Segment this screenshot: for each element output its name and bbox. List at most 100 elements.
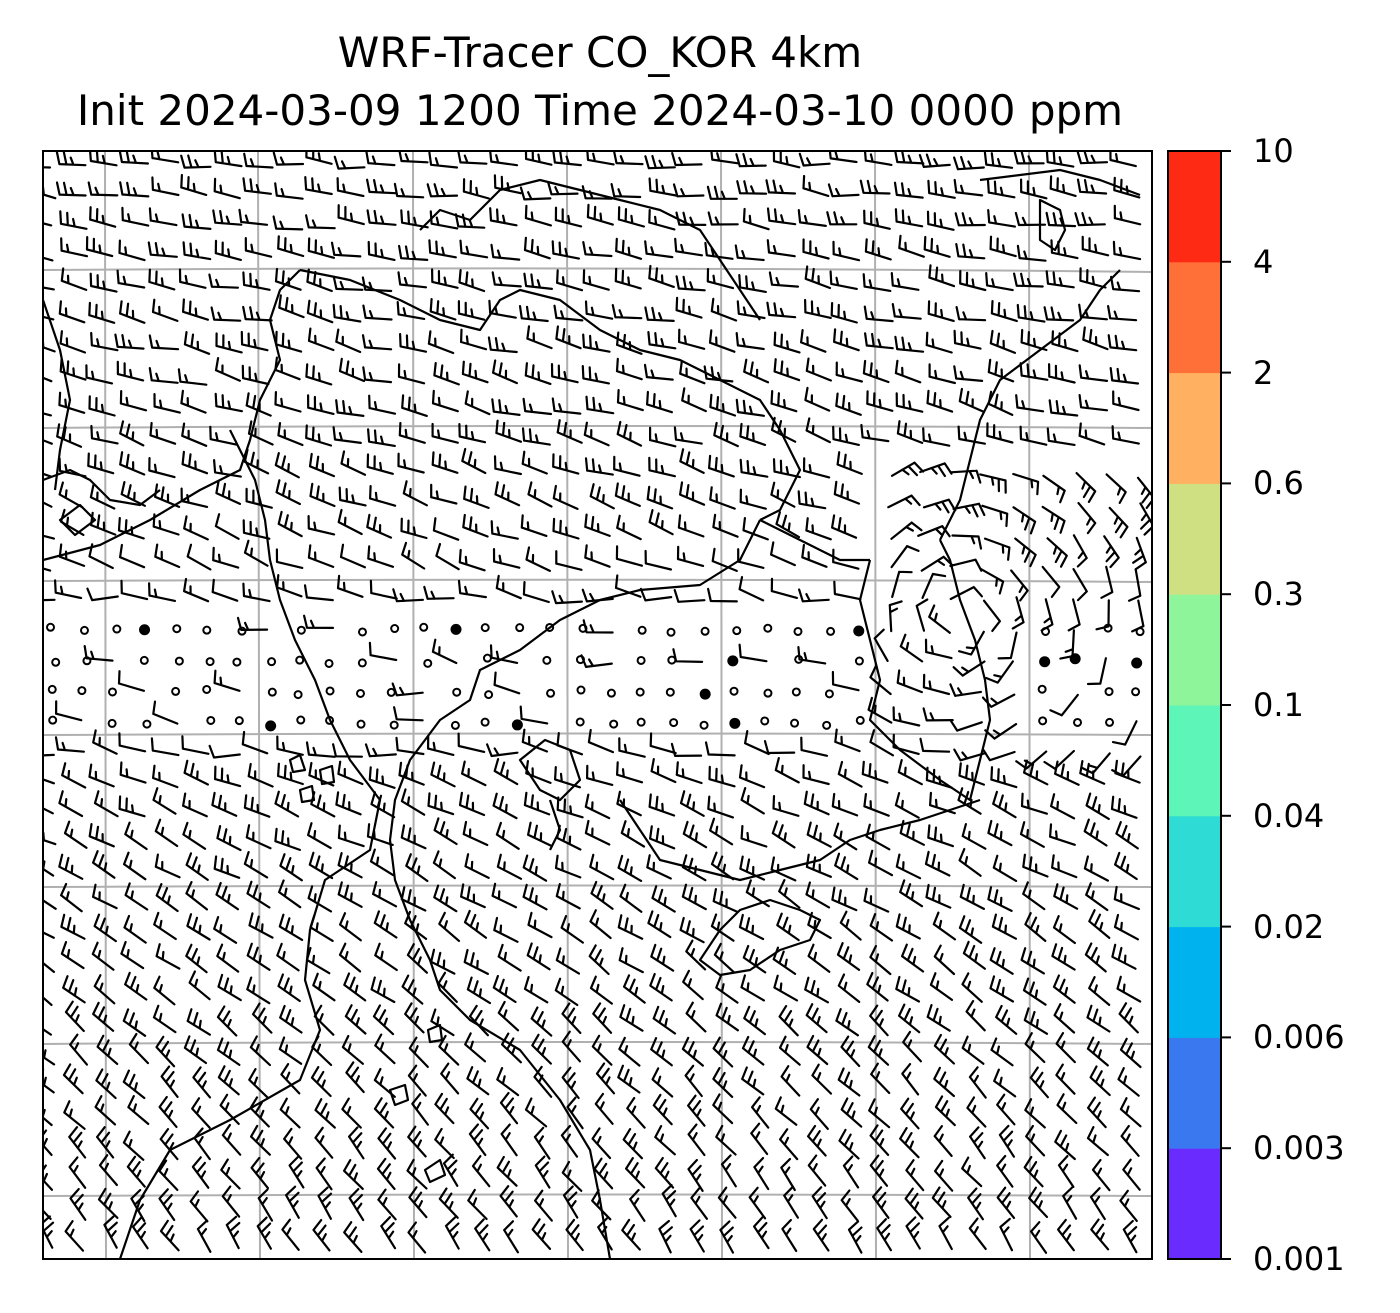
wind-barb [591, 1127, 612, 1160]
wind-barb [869, 665, 892, 696]
wind-barb [834, 852, 859, 881]
calm-wind-marker [325, 686, 335, 696]
wind-barb [522, 883, 548, 911]
calm-wind-marker [732, 626, 742, 636]
wind-barb [60, 267, 88, 291]
wind-barb [366, 209, 397, 226]
wind-barb [773, 331, 801, 354]
wind-barb [338, 942, 362, 973]
wind-barb [720, 1154, 737, 1188]
wind-barb [650, 758, 677, 784]
wind-barb [149, 421, 177, 445]
wind-barb [1022, 853, 1049, 878]
wind-barb [463, 485, 490, 509]
wind-barb [490, 520, 519, 540]
wind-barb [869, 1124, 890, 1156]
wind-barb [191, 1097, 211, 1129]
wind-barb [243, 794, 271, 818]
wind-barb [152, 764, 179, 789]
wind-barb [1072, 568, 1088, 602]
wind-barb [904, 1187, 924, 1220]
wind-barb [122, 1069, 146, 1100]
wind-barb [210, 306, 242, 322]
wind-barb [468, 1004, 489, 1037]
wind-barb [427, 792, 455, 816]
wind-barb [926, 210, 955, 231]
wind-barb [1111, 720, 1138, 746]
wind-barb [979, 473, 1007, 494]
wind-barb [120, 940, 145, 970]
wind-barb [153, 911, 177, 941]
wind-barb [89, 272, 118, 293]
wind-barb [155, 1035, 176, 1068]
wind-barb [90, 331, 119, 352]
calm-wind-marker [357, 658, 367, 668]
wind-barb [524, 204, 552, 227]
wind-barb [154, 483, 181, 508]
wind-barb [894, 208, 924, 228]
wind-barb [562, 1185, 579, 1219]
wind-barb [1115, 821, 1139, 850]
wind-barb [957, 787, 982, 815]
wind-barb [861, 760, 889, 784]
wind-barb [1085, 882, 1109, 912]
wind-barb [931, 1186, 952, 1218]
wind-barb [863, 887, 890, 913]
wind-barb [1120, 1124, 1140, 1157]
wind-barb [181, 422, 208, 447]
colorbar-tick-label: 0.003 [1253, 1129, 1345, 1168]
wind-barb [1029, 1066, 1049, 1099]
wind-barb [308, 851, 334, 880]
wind-barb [1014, 537, 1037, 568]
wind-barb [962, 940, 986, 970]
wind-barb [1088, 909, 1111, 939]
wind-barb [773, 358, 801, 382]
calm-wind-marker [107, 718, 117, 728]
wind-barb [682, 820, 708, 849]
colorbar-segment [1168, 483, 1221, 595]
wind-barb [377, 1188, 397, 1221]
wind-barb [805, 881, 831, 909]
wind-barb [992, 790, 1017, 819]
calm-wind-marker [174, 656, 184, 666]
wind-barb [431, 638, 458, 665]
wind-barb [68, 1156, 87, 1189]
wind-barb [1076, 151, 1109, 165]
wind-barb [491, 398, 521, 416]
wind-barb [890, 521, 923, 540]
wind-barb [126, 1155, 146, 1188]
wind-barb [649, 426, 677, 448]
wind-barb [687, 1158, 704, 1192]
wind-barb [1078, 422, 1106, 446]
wind-barb [675, 761, 703, 785]
wind-barb [901, 943, 925, 973]
wind-barb [802, 457, 831, 479]
wind-barb [336, 177, 365, 198]
wind-barb [586, 151, 615, 166]
wind-barb [934, 1159, 954, 1192]
wind-barb [899, 879, 924, 908]
wind-barb [833, 480, 861, 505]
wind-barb [890, 461, 925, 477]
wind-barb [494, 481, 521, 507]
wind-barb [340, 450, 367, 476]
wind-barb [890, 272, 920, 291]
wind-barb [361, 276, 393, 293]
wind-barb [981, 693, 1016, 708]
wind-barb [710, 297, 738, 322]
wind-barb [500, 1123, 518, 1157]
wind-barb [122, 1008, 147, 1037]
wind-barb [337, 760, 364, 786]
wind-barb [932, 911, 957, 941]
wind-barb [866, 390, 894, 412]
wind-barb [93, 974, 116, 1005]
wind-barb [681, 854, 707, 882]
wind-barb [221, 1185, 241, 1218]
calm-wind-marker [727, 655, 739, 667]
wind-barb [152, 700, 179, 725]
wind-barb [554, 854, 582, 879]
wind-barb [241, 364, 270, 386]
wind-barb [438, 911, 461, 942]
wind-barb [678, 328, 706, 350]
wind-barb [837, 1067, 861, 1097]
